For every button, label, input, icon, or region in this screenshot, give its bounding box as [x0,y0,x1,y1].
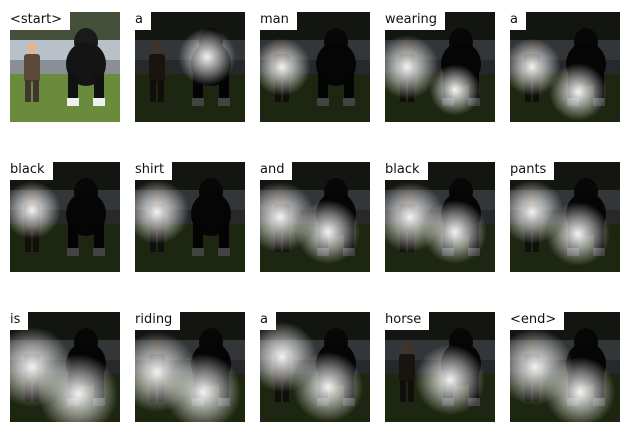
attention-cell: is [10,310,122,422]
attention-cell: <end> [510,310,622,422]
token-label: horse [385,310,429,330]
attention-cell: a [135,10,247,122]
token-label: black [10,160,53,180]
token-label: pants [510,160,554,180]
attention-cell: a [260,310,372,422]
attention-cell: riding [135,310,247,422]
attention-map [135,12,245,122]
token-label: man [260,10,297,30]
attention-cell: a [510,10,622,122]
attention-map [260,312,370,422]
attention-cell: horse [385,310,497,422]
attention-cell: shirt [135,160,247,272]
attention-cell: man [260,10,372,122]
token-label: riding [135,310,180,330]
attention-cell: black [385,160,497,272]
token-label: and [260,160,292,180]
token-label: black [385,160,428,180]
attention-map [510,12,620,122]
attention-cell: wearing [385,10,497,122]
attention-cell: <start> [10,10,122,122]
token-label: a [135,10,151,30]
token-label: wearing [385,10,445,30]
token-label: a [510,10,526,30]
attention-cell: pants [510,160,622,272]
token-label: <end> [510,310,564,330]
token-label: <start> [10,10,70,30]
token-label: a [260,310,276,330]
attention-cell: and [260,160,372,272]
attention-cell: black [10,160,122,272]
token-label: shirt [135,160,172,180]
token-label: is [10,310,28,330]
